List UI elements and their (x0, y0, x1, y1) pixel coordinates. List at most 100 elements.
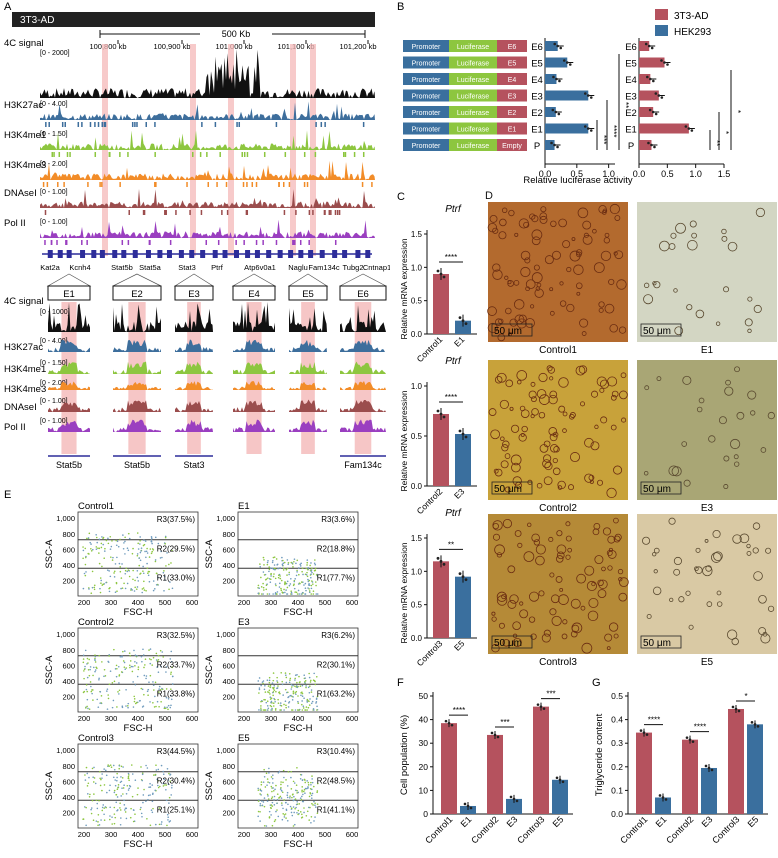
event-dot (101, 536, 103, 538)
lipid-droplet (746, 550, 752, 556)
peak-mark (243, 240, 245, 245)
gate-r3-label: R3(3.6%) (321, 515, 355, 524)
data-point (687, 127, 691, 130)
event-dot (259, 565, 262, 568)
event-dot (283, 814, 286, 816)
event-dot (156, 666, 158, 668)
lipid-droplet (668, 517, 676, 525)
data-point (650, 143, 653, 147)
event-dot (298, 593, 301, 595)
x-tick-label: 1.5 (718, 169, 731, 179)
event-dot (274, 700, 276, 703)
y-tick-label: 0.4 (611, 715, 623, 725)
peak-mark (154, 122, 156, 127)
event-dot (157, 784, 159, 787)
lipid-droplet (496, 372, 507, 383)
event-dot (294, 674, 297, 676)
event-dot (116, 788, 119, 791)
lipid-droplet (616, 279, 627, 290)
peak-mark (294, 240, 296, 245)
event-dot (304, 709, 306, 711)
event-dot (134, 579, 136, 582)
x-tick-label: E1 (654, 814, 669, 829)
construct-luciferase (449, 106, 497, 118)
lipid-droplet (642, 536, 651, 545)
event-dot (301, 816, 304, 818)
scale-bar (491, 481, 533, 495)
lipid-droplet (544, 461, 553, 471)
lipid-droplet (493, 468, 499, 474)
event-dot (94, 654, 96, 656)
event-dot (108, 765, 111, 767)
event-dot (271, 790, 273, 793)
gene-exon (319, 250, 325, 258)
lipid-droplet (752, 547, 759, 554)
event-dot (155, 764, 157, 767)
lipid-droplet (530, 396, 537, 403)
lipid-droplet (562, 411, 568, 417)
peak-mark (103, 122, 106, 127)
gene-label: Kat2a (40, 263, 60, 272)
event-dot (280, 790, 283, 792)
event-dot (282, 562, 285, 564)
event-dot (301, 800, 304, 803)
event-dot (149, 674, 152, 677)
event-dot (284, 700, 287, 703)
lipid-droplet (711, 552, 722, 563)
peak-mark (175, 210, 177, 215)
event-dot (134, 586, 136, 589)
y-tick-label: 1,000 (216, 514, 235, 523)
event-dot (95, 666, 97, 669)
x-tick-label: Control1 (618, 814, 649, 845)
event-dot (107, 542, 110, 545)
x-tick-label: 300 (265, 830, 278, 839)
event-dot (284, 583, 286, 586)
event-dot (301, 700, 303, 702)
construct-promoter-label: Promoter (412, 143, 441, 150)
event-dot (295, 591, 298, 594)
event-dot (87, 537, 90, 539)
event-dot (130, 764, 133, 766)
event-dot (271, 801, 274, 804)
construct-promoter (403, 139, 449, 151)
event-dot (150, 539, 153, 541)
event-dot (85, 806, 87, 809)
event-dot (272, 679, 275, 682)
lipid-droplet (723, 484, 729, 490)
event-dot (160, 764, 163, 767)
event-dot (127, 774, 130, 776)
peak-mark (295, 210, 297, 215)
event-dot (101, 806, 104, 809)
data-point (753, 723, 757, 726)
event-dot (304, 781, 307, 784)
x-tick-label: Control3 (515, 814, 546, 845)
peak-mark (303, 182, 306, 187)
event-dot (117, 691, 119, 693)
lipid-droplet (747, 390, 757, 400)
lipid-droplet (569, 452, 580, 463)
zoom-signal (233, 339, 275, 352)
lipid-droplet (557, 485, 563, 490)
row-label: E2 (531, 108, 543, 119)
bar (433, 274, 449, 334)
event-dot (295, 690, 298, 693)
event-dot (162, 782, 165, 785)
data-point (442, 562, 446, 566)
event-dot (85, 571, 87, 573)
event-dot (153, 588, 156, 590)
event-dot (99, 591, 102, 594)
event-dot (96, 698, 99, 701)
event-dot (103, 675, 105, 678)
event-dot (87, 668, 90, 671)
event-dot (263, 797, 266, 799)
row-label: E6 (625, 42, 637, 53)
event-dot (286, 580, 289, 583)
y-tick-label: 0.5 (411, 432, 423, 441)
event-dot (145, 550, 148, 553)
enhancer-label: E2 (131, 289, 143, 300)
lipid-droplet (652, 281, 657, 286)
event-dot (288, 672, 291, 675)
lipid-droplet (505, 307, 512, 315)
event-dot (257, 815, 259, 818)
lipid-droplet (513, 299, 525, 310)
